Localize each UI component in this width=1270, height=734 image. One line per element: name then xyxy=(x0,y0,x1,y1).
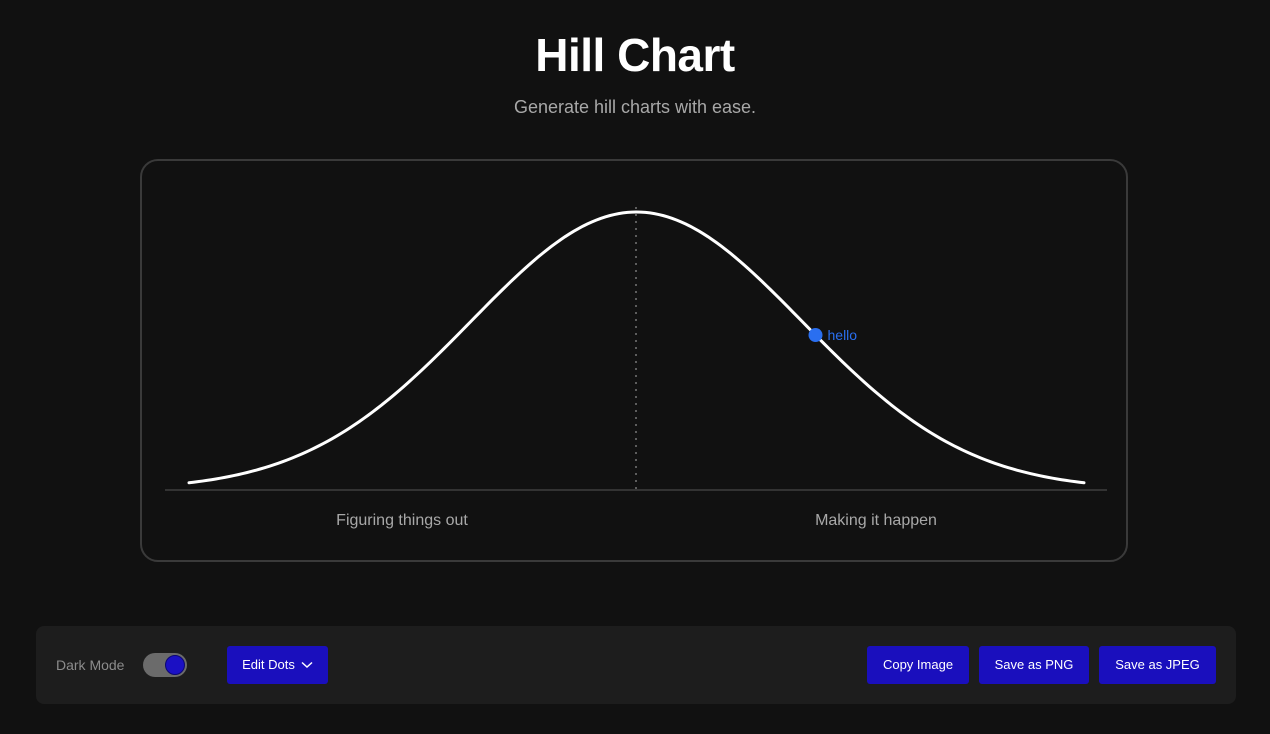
toolbar: Dark Mode Edit Dots Copy Image Save as P… xyxy=(36,626,1236,704)
hill-chart: hello Figuring things out Making it happ… xyxy=(165,207,1107,529)
hill-curve xyxy=(187,210,1086,485)
copy-image-button[interactable]: Copy Image xyxy=(867,646,969,684)
phase-label-right: Making it happen xyxy=(815,512,937,529)
phase-label-left: Figuring things out xyxy=(336,512,468,529)
toggle-knob xyxy=(165,655,185,675)
chevron-down-icon xyxy=(301,661,313,668)
save-png-button[interactable]: Save as PNG xyxy=(979,646,1089,684)
hill-dot-label-0: hello xyxy=(828,327,858,343)
dots-layer: hello xyxy=(808,327,858,343)
edit-dots-button[interactable]: Edit Dots xyxy=(227,646,328,684)
page-title: Hill Chart xyxy=(535,29,735,81)
dark-mode-toggle[interactable] xyxy=(143,653,187,677)
dark-mode-label: Dark Mode xyxy=(56,657,125,673)
hill-dot-0[interactable] xyxy=(808,328,823,343)
page-subtitle: Generate hill charts with ease. xyxy=(513,97,757,117)
edit-dots-label: Edit Dots xyxy=(242,657,295,672)
hill-chart-card: hello Figuring things out Making it happ… xyxy=(140,159,1128,562)
save-jpeg-button[interactable]: Save as JPEG xyxy=(1099,646,1216,684)
